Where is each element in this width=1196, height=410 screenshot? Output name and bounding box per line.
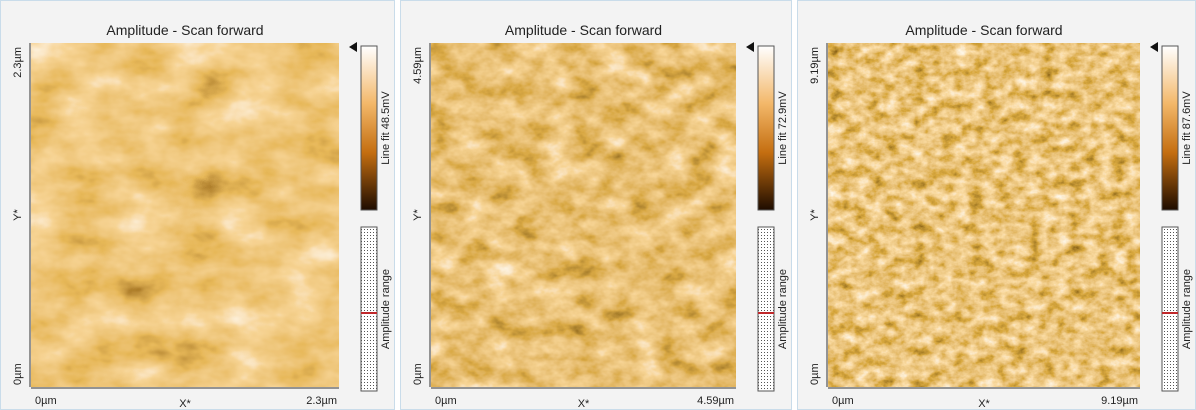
- panel-title: Amplitude - Scan forward: [505, 22, 662, 38]
- x-label-right: 9.19µm: [1101, 395, 1138, 407]
- range-box: [1162, 227, 1178, 391]
- x-label-mid: X*: [578, 398, 590, 409]
- colorbar: [1162, 46, 1178, 210]
- scan-panel: Amplitude - Scan forward 4.59µm Y* 0µm 0µm X*…: [400, 0, 792, 410]
- colorbar: [758, 46, 774, 210]
- colorbar-label: Line fit 72.9mV: [777, 91, 789, 165]
- x-label-mid: X*: [179, 398, 191, 409]
- y-label-top: 4.59µm: [412, 47, 424, 84]
- panel-title: Amplitude - Scan forward: [905, 22, 1062, 38]
- colorbar-marker: [746, 42, 754, 52]
- x-label-mid: X*: [978, 398, 990, 409]
- y-label-bottom: 0µm: [412, 363, 424, 385]
- panel-title: Amplitude - Scan forward: [106, 22, 263, 38]
- scan-image: [31, 43, 339, 387]
- colorbar: [361, 46, 377, 210]
- scan-panel: Amplitude - Scan forward 9.19µm Y* 0µm 0µm X*…: [797, 0, 1196, 410]
- page: Amplitude - Scan forward 2.3µm Y* 0µm 0µm X* 2…: [0, 0, 1196, 410]
- y-label-bottom: 0µm: [12, 363, 24, 385]
- y-label-bottom: 0µm: [809, 363, 821, 385]
- panel-canvas: Amplitude - Scan forward 9.19µm Y* 0µm 0µm X*…: [798, 1, 1195, 409]
- range-label: Amplitude range: [777, 269, 789, 349]
- x-label-left: 0µm: [435, 395, 457, 407]
- range-label: Amplitude range: [1181, 269, 1193, 349]
- colorbar-label: Line fit 87.6mV: [1181, 91, 1193, 165]
- y-label-mid: Y*: [809, 208, 821, 220]
- colorbar-marker: [349, 42, 357, 52]
- x-label-left: 0µm: [832, 395, 854, 407]
- y-label-mid: Y*: [12, 208, 24, 220]
- scan-panel: Amplitude - Scan forward 2.3µm Y* 0µm 0µm X* 2…: [0, 0, 395, 410]
- x-label-right: 4.59µm: [697, 395, 734, 407]
- range-box: [361, 227, 377, 391]
- colorbar-marker: [1150, 42, 1158, 52]
- scan-image: [828, 43, 1140, 387]
- panel-canvas: Amplitude - Scan forward 4.59µm Y* 0µm 0µm X*…: [401, 1, 791, 409]
- y-label-top: 2.3µm: [12, 47, 24, 78]
- scan-image: [431, 43, 736, 387]
- y-label-top: 9.19µm: [809, 47, 821, 84]
- panel-canvas: Amplitude - Scan forward 2.3µm Y* 0µm 0µm X* 2…: [1, 1, 394, 409]
- range-label: Amplitude range: [380, 269, 392, 349]
- y-label-mid: Y*: [412, 208, 424, 220]
- x-label-left: 0µm: [35, 395, 57, 407]
- range-box: [758, 227, 774, 391]
- x-label-right: 2.3µm: [306, 395, 337, 407]
- colorbar-label: Line fit 48.5mV: [380, 91, 392, 165]
